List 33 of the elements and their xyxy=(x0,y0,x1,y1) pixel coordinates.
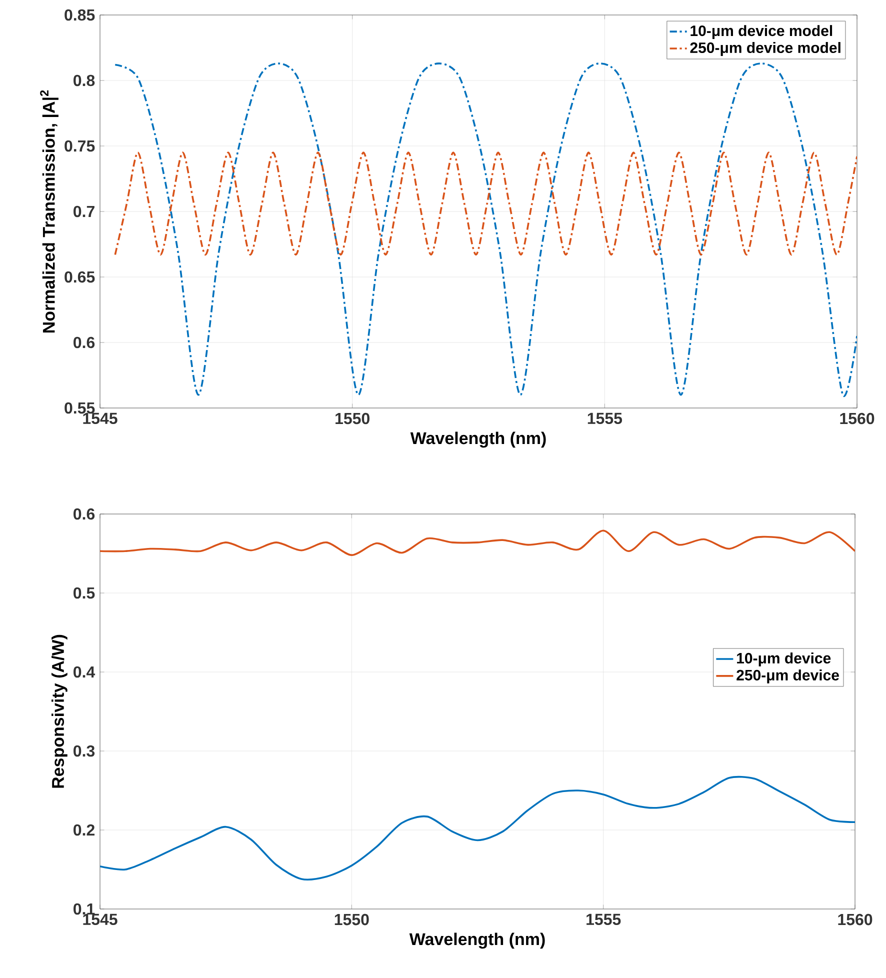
y-tick-label: 0.6 xyxy=(74,336,95,348)
y-tick-label: 0.55 xyxy=(64,402,95,414)
y-axis-title: Normalized Transmission, |A|$^{2}$ xyxy=(40,90,58,332)
legend-label: 250-μm device model xyxy=(690,42,840,56)
y-tick-label: 0.8 xyxy=(74,74,95,86)
x-tick-label: 1545 xyxy=(83,914,118,926)
x-tick-label: 1555 xyxy=(588,412,622,424)
y-tick-label: 0.1 xyxy=(74,903,95,915)
x-axis-title: Wavelength (nm) xyxy=(410,432,546,448)
line-series xyxy=(114,152,858,256)
y-tick-label: 0.2 xyxy=(74,824,94,836)
y-tick-label: 0.85 xyxy=(64,9,95,21)
x-tick-label: 1550 xyxy=(334,914,369,926)
legend-label: 10-μm device xyxy=(737,652,831,666)
y-tick-label: 0.7 xyxy=(74,206,94,218)
y-tick-label: 0.4 xyxy=(74,666,96,678)
line-series xyxy=(100,530,856,556)
y-tick-label: 0.5 xyxy=(74,587,95,599)
y-tick-label: 0.65 xyxy=(64,271,95,283)
legend-label: 10-μm device model xyxy=(690,25,832,39)
y-tick-label: 0.6 xyxy=(74,508,95,520)
legend-label: 250-μm device xyxy=(736,669,839,684)
y-axis-title: Responsivity (A/W) xyxy=(52,634,68,788)
x-tick-label: 1560 xyxy=(838,914,872,926)
line-series xyxy=(114,62,858,396)
x-tick-label: 1550 xyxy=(336,412,370,424)
y-tick-label: 0.3 xyxy=(74,745,95,757)
x-tick-label: 1560 xyxy=(840,412,874,424)
line-series xyxy=(100,776,856,880)
x-tick-label: 1545 xyxy=(83,412,118,424)
y-tick-label: 0.75 xyxy=(64,140,95,152)
x-tick-label: 1555 xyxy=(586,914,621,926)
x-axis-title: Wavelength (nm) xyxy=(409,932,545,949)
